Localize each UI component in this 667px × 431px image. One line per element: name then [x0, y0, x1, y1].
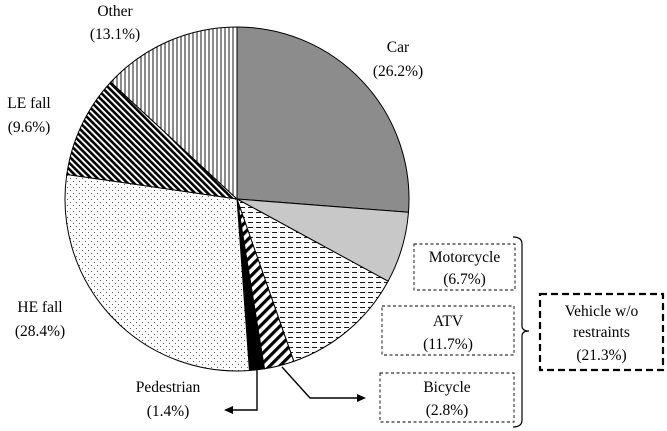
- slice-he-fall: [64, 173, 250, 372]
- label-le-fall: LE fall (9.6%): [7, 95, 50, 136]
- label-car: Car (26.2%): [373, 39, 423, 80]
- label-other-pct: (13.1%): [90, 26, 140, 43]
- box-bicycle-name: Bicycle: [423, 379, 470, 396]
- box-bicycle: Bicycle (2.8%): [379, 372, 515, 423]
- box-atv-name: ATV: [433, 313, 464, 330]
- slice-atv: [236, 197, 389, 362]
- bicycle-leader-arrow: [281, 366, 366, 402]
- group-label-line2: restraints: [573, 324, 630, 341]
- slice-car: [236, 26, 410, 213]
- group-label-line1: Vehicle w/o: [565, 303, 639, 320]
- label-other: Other (13.1%): [90, 3, 140, 43]
- box-atv: ATV (11.7%): [381, 305, 515, 356]
- label-le-fall-pct: (9.6%): [8, 119, 51, 136]
- label-car-pct: (26.2%): [373, 63, 423, 80]
- box-vehicle-without-restraints: Vehicle w/o restraints (21.3%): [538, 292, 665, 372]
- pedestrian-leader-arrow: [224, 368, 258, 414]
- label-pedestrian-pct: (1.4%): [147, 403, 190, 420]
- box-motorcycle-pct: (6.7%): [443, 271, 486, 288]
- pie-slices: [64, 26, 410, 372]
- label-he-fall-pct: (28.4%): [15, 323, 65, 340]
- group-brace: [512, 236, 530, 428]
- box-motorcycle-name: Motorcycle: [429, 249, 501, 266]
- label-other-name: Other: [97, 3, 133, 20]
- slice-other: [110, 26, 238, 201]
- box-atv-pct: (11.7%): [423, 336, 473, 353]
- label-pedestrian: Pedestrian (1.4%): [136, 379, 201, 420]
- label-car-name: Car: [387, 39, 410, 56]
- slice-le-fall: [66, 81, 239, 200]
- label-he-fall: HE fall (28.4%): [15, 299, 65, 340]
- label-pedestrian-name: Pedestrian: [136, 379, 201, 396]
- label-le-fall-name: LE fall: [7, 95, 50, 112]
- box-bicycle-pct: (2.8%): [426, 402, 469, 419]
- group-label-pct: (21.3%): [576, 347, 626, 364]
- box-motorcycle: Motorcycle (6.7%): [413, 243, 516, 291]
- label-he-fall-name: HE fall: [17, 299, 62, 316]
